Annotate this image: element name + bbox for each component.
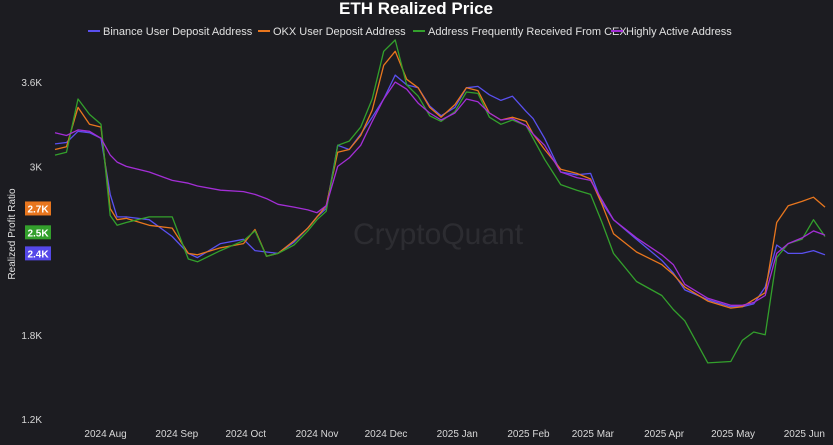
x-tick-label: 2024 Oct	[225, 429, 266, 440]
x-tick-label: 2025 Jan	[437, 429, 478, 440]
x-tick-label: 2025 Apr	[644, 429, 685, 440]
x-tick-label: 2025 Jun	[784, 429, 825, 440]
y-tick-label: 3.6K	[21, 78, 42, 89]
legend: Binance User Deposit Address OKX User Dep…	[88, 26, 732, 38]
series-line	[54, 81, 826, 306]
legend-label: Highly Active Address	[626, 26, 732, 38]
chart-title: ETH Realized Price	[339, 0, 493, 18]
legend-item[interactable]: Address Frequently Received From CEX	[413, 26, 627, 38]
value-badge: 2.5K	[25, 225, 51, 240]
badge-bg	[25, 225, 51, 240]
value-badge: 2.7K	[25, 201, 51, 216]
x-tick-label: 2024 Dec	[365, 429, 408, 440]
plot-area	[54, 39, 826, 364]
legend-label: Binance User Deposit Address	[103, 26, 253, 38]
y-tick-label: 1.8K	[21, 331, 42, 342]
series-line	[54, 39, 826, 364]
x-tick-label: 2025 Feb	[507, 429, 550, 440]
x-tick-label: 2024 Sep	[155, 429, 198, 440]
end-value-badges: 2.7K 2.5K 2.4K	[25, 201, 51, 261]
badge-bg	[25, 246, 51, 261]
y-tick-label: 3K	[30, 162, 43, 173]
y-axis: 1.2K 1.8K 3K 3.6K	[21, 78, 42, 426]
legend-item[interactable]: OKX User Deposit Address	[258, 26, 406, 38]
legend-label: Address Frequently Received From CEX	[428, 26, 627, 38]
badge-label: 2.5K	[27, 228, 49, 239]
badge-bg	[25, 201, 51, 216]
x-tick-label: 2024 Nov	[296, 429, 339, 440]
legend-item[interactable]: Highly Active Address	[611, 26, 732, 38]
y-tick-label: 1.2K	[21, 415, 42, 426]
x-axis: 2024 Aug 2024 Sep 2024 Oct 2024 Nov 2024 Dec…	[84, 429, 824, 440]
x-tick-label: 2024 Aug	[84, 429, 126, 440]
value-badge: 2.4K	[25, 246, 51, 261]
y-axis-label: Realized Profit Ratio	[7, 188, 18, 280]
badge-label: 2.4K	[27, 249, 49, 260]
x-tick-label: 2025 Mar	[572, 429, 615, 440]
x-tick-label: 2025 May	[711, 429, 755, 440]
watermark: CryptoQuant	[353, 218, 524, 251]
badge-label: 2.7K	[27, 204, 49, 215]
legend-item[interactable]: Binance User Deposit Address	[88, 26, 253, 38]
legend-label: OKX User Deposit Address	[273, 26, 406, 38]
series-line	[54, 74, 826, 308]
